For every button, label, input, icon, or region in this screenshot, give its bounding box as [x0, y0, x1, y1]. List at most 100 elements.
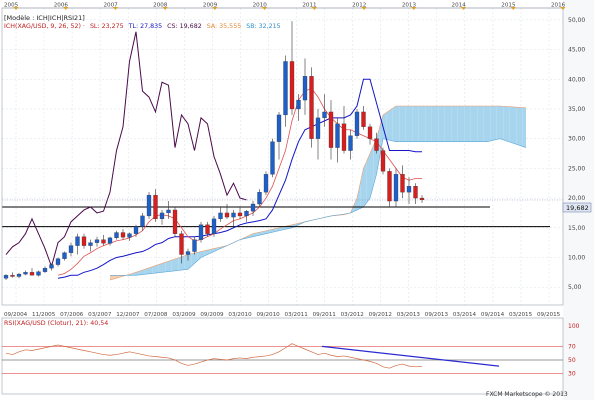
- candle-body: [277, 115, 281, 142]
- x-tick-label: 03/2007: [88, 312, 112, 318]
- sa-value: SA: 35,555: [207, 23, 241, 30]
- cloud-segment: [185, 255, 188, 270]
- x-tick-label: 09/2011: [313, 312, 337, 318]
- cloud-segment: [172, 259, 175, 271]
- x-tick-label: 03/2009: [172, 312, 196, 318]
- x-tick-label: 07/2008: [144, 312, 168, 318]
- candle-body: [355, 112, 359, 136]
- candle-body: [199, 225, 203, 240]
- y-tick-label: 40,00: [568, 76, 585, 83]
- candle-body: [271, 142, 275, 175]
- x-tick-label: 09/2014: [481, 312, 505, 318]
- cloud-segment: [159, 263, 162, 272]
- cloud-segment: [422, 106, 425, 142]
- candle-body: [381, 151, 385, 172]
- candle-body: [76, 237, 80, 246]
- candle-body: [401, 174, 405, 192]
- cloud-segment: [507, 106, 510, 142]
- candle-body: [17, 274, 21, 276]
- x-tick-label: 03/2011: [285, 312, 309, 318]
- candle-body: [147, 195, 151, 216]
- cloud-segment: [399, 106, 402, 142]
- cloud-segment: [451, 106, 454, 142]
- candle-body: [11, 275, 15, 276]
- x-tick-label: 09/2009: [200, 312, 224, 318]
- candle-body: [336, 124, 340, 148]
- candle-body: [368, 127, 372, 139]
- candle-body: [414, 186, 418, 198]
- cloud-segment: [438, 106, 441, 142]
- candle-body: [4, 275, 8, 278]
- cloud-segment: [494, 106, 497, 140]
- candle-body: [50, 265, 54, 269]
- cloud-segment: [386, 110, 389, 140]
- candle-body: [342, 124, 346, 151]
- candle-body: [160, 213, 164, 219]
- x-tick-label: 03/2015: [509, 312, 533, 318]
- candle-body: [310, 76, 314, 138]
- candle-body: [82, 237, 86, 246]
- candle-body: [290, 61, 294, 109]
- cloud-segment: [468, 106, 471, 142]
- cloud-segment: [403, 106, 406, 142]
- candle-body: [141, 216, 145, 227]
- cloud-segment: [393, 106, 396, 142]
- cloud-segment: [178, 257, 181, 271]
- candle-body: [245, 211, 249, 216]
- cloud-segment: [169, 260, 172, 272]
- candle-body: [69, 246, 73, 253]
- candle-body: [56, 259, 60, 265]
- cloud-segment: [175, 258, 178, 271]
- y-tick-label: 50,00: [568, 17, 585, 24]
- rsi-tick-label: 50: [568, 357, 576, 364]
- cloud-segment: [396, 106, 399, 142]
- cloud-segment: [490, 106, 493, 141]
- cloud-segment: [455, 106, 458, 142]
- cloud-segment: [510, 107, 513, 143]
- candle-body: [24, 272, 28, 274]
- cloud-segment: [500, 106, 503, 140]
- x-tick-label: 09/2004: [4, 312, 28, 318]
- tl-value: TL: 27,835: [128, 23, 163, 30]
- candle-body: [30, 272, 34, 275]
- price-badge: 19,682: [566, 204, 589, 212]
- candle-body: [212, 219, 216, 234]
- candle-body: [323, 112, 327, 118]
- candle-body: [388, 171, 392, 201]
- y-tick-label: 10,00: [568, 254, 585, 261]
- candle-body: [251, 204, 255, 211]
- ichimoku-label: ICH(XAG/USD, 9, 26, 52) · SL: 23,275 TL:…: [4, 23, 281, 30]
- cloud-segment: [516, 107, 519, 145]
- cloud-segment: [182, 256, 185, 270]
- candle-body: [102, 240, 106, 244]
- cloud-segment: [429, 106, 432, 142]
- y-tick-label: 35,00: [568, 106, 585, 113]
- x-tick-label: 09/2015: [537, 312, 561, 318]
- cloud-segment: [523, 108, 526, 148]
- x-tick-label: 07/2006: [60, 312, 84, 318]
- cloud-segment: [464, 106, 467, 142]
- candle-body: [375, 139, 379, 151]
- x-tick-label: 03/2013: [397, 312, 421, 318]
- cloud-segment: [156, 265, 159, 274]
- rsi-tick-label: 100: [568, 323, 580, 330]
- model-label: [Modèle : ICH|ICH|RSI21]: [4, 14, 85, 22]
- cloud-segment: [442, 106, 445, 142]
- candle-body: [180, 234, 184, 255]
- candle-body: [115, 233, 119, 238]
- cloud-segment: [448, 106, 451, 142]
- candle-body: [284, 61, 288, 114]
- candle-body: [316, 118, 320, 139]
- candle-body: [37, 272, 41, 276]
- y-tick-label: 25,00: [568, 165, 585, 172]
- cloud-segment: [471, 106, 474, 142]
- candle-body: [128, 234, 132, 238]
- candle-body: [134, 227, 138, 234]
- candle-body: [43, 268, 47, 272]
- cloud-segment: [162, 262, 165, 272]
- candle-body: [63, 253, 67, 259]
- candle-body: [95, 240, 99, 243]
- cloud-segment: [474, 106, 477, 142]
